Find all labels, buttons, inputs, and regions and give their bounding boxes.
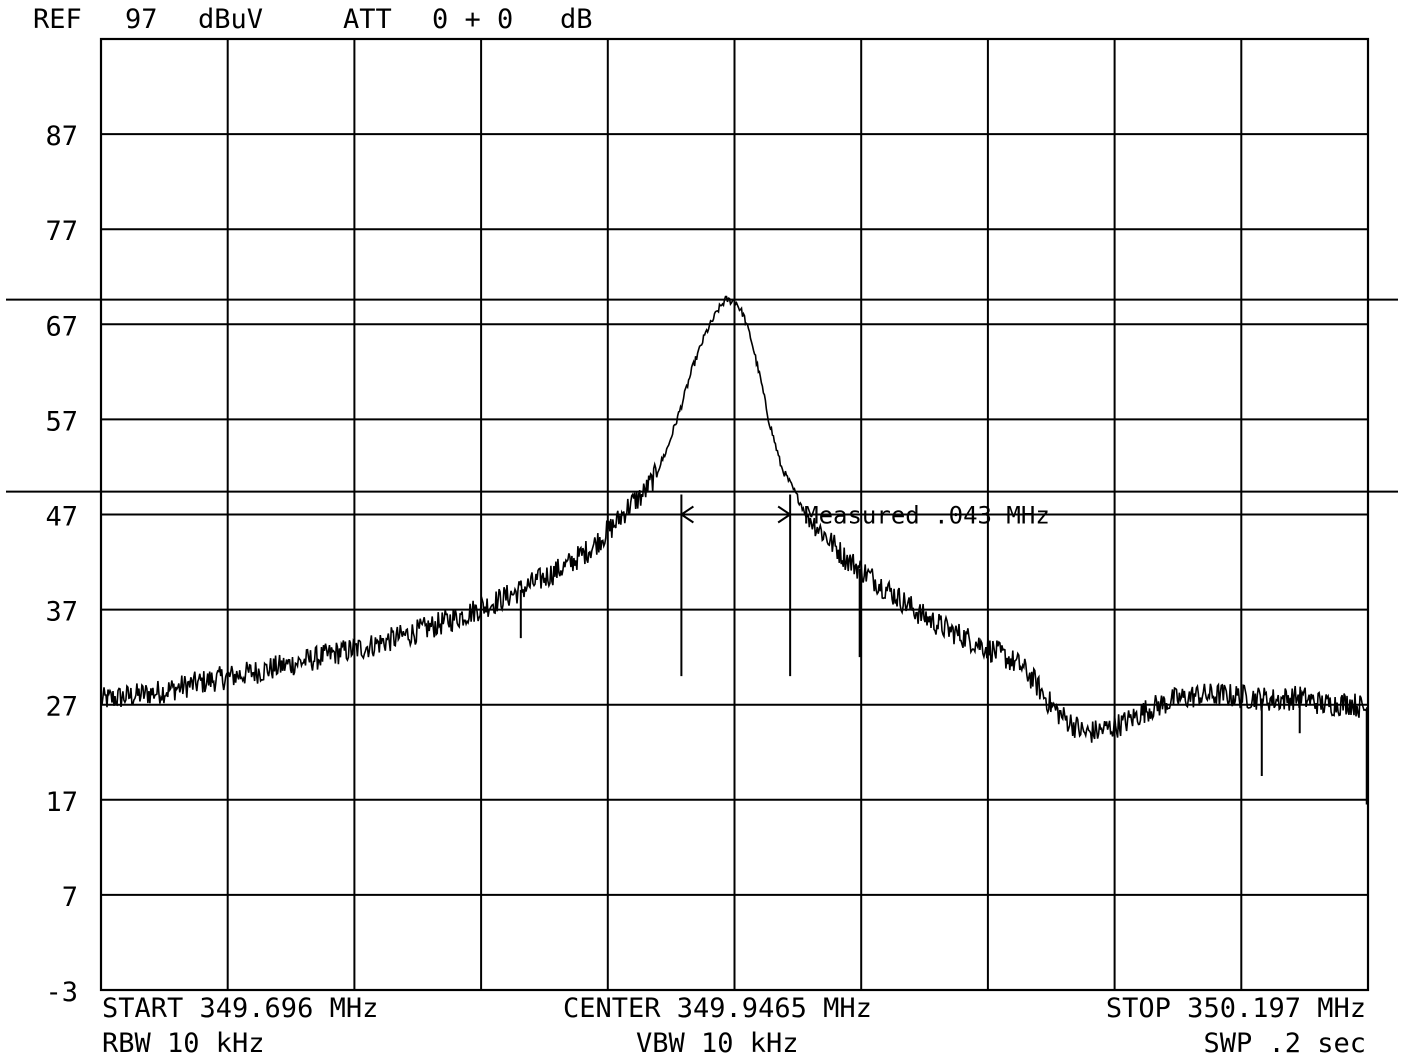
start-frequency: START 349.696 MHz (102, 993, 378, 1024)
measure-arrow-left (679, 505, 694, 524)
measure-label: Measured .043 MHz (804, 502, 1050, 530)
spectrum-trace (100, 295, 1369, 743)
y-tick-label: 67 (45, 311, 78, 342)
y-tick-label: 57 (45, 406, 78, 437)
y-tick-label: 27 (45, 692, 78, 723)
y-tick-label: 47 (45, 502, 78, 533)
graticule (99, 37, 1370, 992)
att-unit: dB (560, 4, 593, 35)
y-tick-label: 7 (62, 882, 78, 913)
center-frequency: CENTER 349.9465 MHz (563, 993, 872, 1024)
stop-frequency: STOP 350.197 MHz (1106, 993, 1366, 1024)
ref-value: 97 (125, 4, 158, 35)
att-value: 0 + 0 (432, 4, 513, 35)
ref-label: REF (33, 4, 82, 35)
att-label: ATT (343, 4, 392, 35)
y-tick-labels: 87 77 67 57 47 37 27 17 7 -3 (45, 121, 78, 1008)
trace-group (100, 295, 1369, 805)
measurement-annotation: Measured .043 MHz (679, 494, 1050, 677)
y-tick-label: 17 (45, 787, 78, 818)
ref-unit: dBuV (198, 4, 263, 35)
vbw-setting: VBW 10 kHz (636, 1028, 799, 1059)
rbw-setting: RBW 10 kHz (102, 1028, 265, 1059)
reference-lines (6, 298, 1398, 493)
sweep-time: SWP .2 sec (1203, 1028, 1366, 1059)
y-tick-label: 77 (45, 216, 78, 247)
y-tick-label: -3 (45, 977, 78, 1008)
y-tick-label: 87 (45, 121, 78, 152)
measure-arrow-right (777, 505, 792, 524)
y-tick-label: 37 (45, 597, 78, 628)
